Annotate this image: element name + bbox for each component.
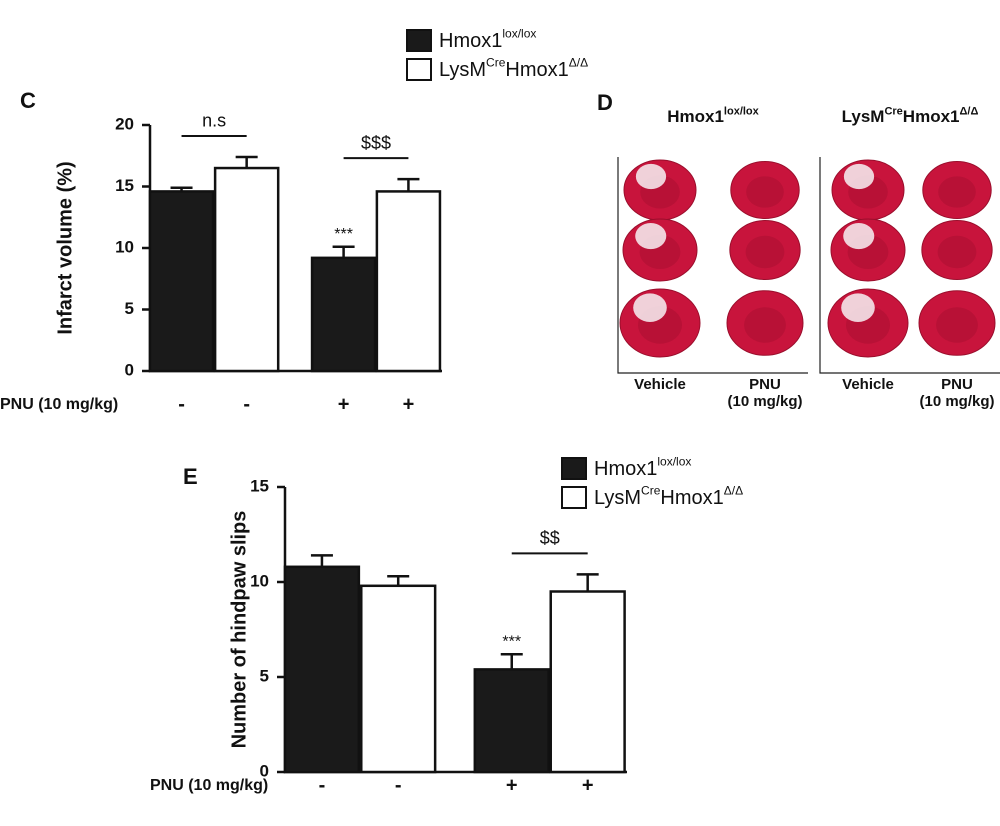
- x-tick-label: +: [582, 774, 594, 796]
- x-tick-label: -: [178, 393, 185, 415]
- text-part: Hmox1: [660, 487, 723, 509]
- text-part: LysM: [842, 107, 885, 126]
- significance-label: ***: [334, 226, 353, 243]
- superscript: lox/lox: [657, 455, 691, 469]
- text-part: Hmox1: [903, 107, 960, 126]
- legend-swatch: [406, 29, 432, 52]
- slice-core: [744, 307, 786, 343]
- y-tick-label: 10: [250, 571, 269, 590]
- x-tick-label: -: [243, 393, 250, 415]
- text-part: Hmox1: [667, 107, 724, 126]
- superscript: Δ/Δ: [959, 105, 978, 117]
- x-axis-label: PNU (10 mg/kg): [0, 396, 118, 413]
- panel-frame: [617, 157, 808, 374]
- legend-swatch: [561, 457, 587, 480]
- text-part: LysM: [594, 487, 641, 509]
- error-bar: [310, 554, 333, 567]
- x-tick-label: -: [319, 774, 326, 796]
- significance-label: ***: [502, 633, 521, 650]
- infarct: [843, 223, 875, 250]
- y-tick-label: 0: [260, 761, 269, 780]
- text-part: Hmox1: [594, 458, 657, 480]
- slice-core: [745, 235, 785, 269]
- column-label: Vehicle: [634, 376, 686, 393]
- panel-label: D: [597, 90, 613, 115]
- legend-swatch: [561, 486, 587, 509]
- slice-core: [937, 235, 977, 269]
- x-tick-label: +: [403, 393, 415, 415]
- text-part: Hmox1: [505, 59, 568, 81]
- label: Hmox1lox/lox: [594, 455, 691, 481]
- error-bar: [387, 575, 410, 586]
- slice-core: [746, 176, 784, 208]
- text-part: Hmox1: [439, 30, 502, 52]
- superscript: Δ/Δ: [569, 56, 588, 70]
- bar: [473, 668, 550, 774]
- label: Hmox1lox/lox: [667, 105, 759, 126]
- bracket-label: $$$: [361, 133, 391, 153]
- text-part: LysM: [439, 59, 486, 81]
- y-tick-label: 15: [115, 176, 134, 195]
- slice-core: [938, 176, 976, 208]
- label: Hmox1lox/lox: [439, 27, 536, 53]
- column-label: (10 mg/kg): [727, 393, 802, 410]
- error-bar: [576, 573, 599, 592]
- y-tick-label: 5: [125, 299, 134, 318]
- legend-swatch: [406, 58, 432, 81]
- error-bar: [332, 245, 355, 258]
- infarct: [635, 163, 667, 190]
- y-tick-label: 20: [115, 114, 134, 133]
- superscript: Cre: [486, 56, 506, 70]
- panel-frame: [819, 157, 1000, 374]
- y-axis-label: Number of hindpaw slips: [228, 511, 250, 749]
- slice-core: [936, 307, 978, 343]
- bar: [310, 256, 377, 373]
- infarct: [633, 293, 667, 322]
- label: LysMCreHmox1Δ/Δ: [439, 56, 588, 82]
- x-tick-label: -: [395, 774, 402, 796]
- superscript: Δ/Δ: [724, 484, 743, 498]
- column-label: Vehicle: [842, 376, 894, 393]
- bar: [549, 590, 626, 774]
- y-tick-label: 15: [250, 476, 269, 495]
- column-label: PNU: [941, 376, 973, 393]
- infarct: [635, 223, 667, 250]
- label: LysMCreHmox1Δ/Δ: [594, 484, 743, 510]
- panel-label: E: [183, 464, 198, 489]
- y-axis-label: Infarct volume (%): [54, 161, 76, 334]
- error-bar: [500, 652, 523, 670]
- bar: [213, 166, 280, 373]
- superscript: lox/lox: [724, 105, 760, 117]
- x-tick-label: +: [338, 393, 350, 415]
- y-tick-label: 0: [125, 360, 134, 379]
- error-bar: [235, 155, 258, 169]
- infarct: [843, 163, 875, 190]
- bracket-label: n.s: [202, 111, 226, 131]
- error-bar: [397, 177, 420, 192]
- y-tick-label: 10: [115, 237, 134, 256]
- x-axis-label: PNU (10 mg/kg): [150, 777, 268, 794]
- bar: [360, 584, 437, 774]
- superscript: Cre: [641, 484, 661, 498]
- bracket-label: $$: [540, 528, 560, 548]
- column-label: (10 mg/kg): [919, 393, 994, 410]
- label: LysMCreHmox1Δ/Δ: [842, 105, 979, 126]
- column-label: PNU: [749, 376, 781, 393]
- y-tick-label: 5: [260, 666, 269, 685]
- bar: [283, 565, 361, 774]
- bar: [148, 190, 215, 373]
- infarct: [841, 293, 875, 322]
- bar: [375, 190, 442, 373]
- x-tick-label: +: [506, 774, 518, 796]
- panel-label: C: [20, 88, 36, 113]
- superscript: Cre: [884, 105, 902, 117]
- superscript: lox/lox: [502, 27, 536, 41]
